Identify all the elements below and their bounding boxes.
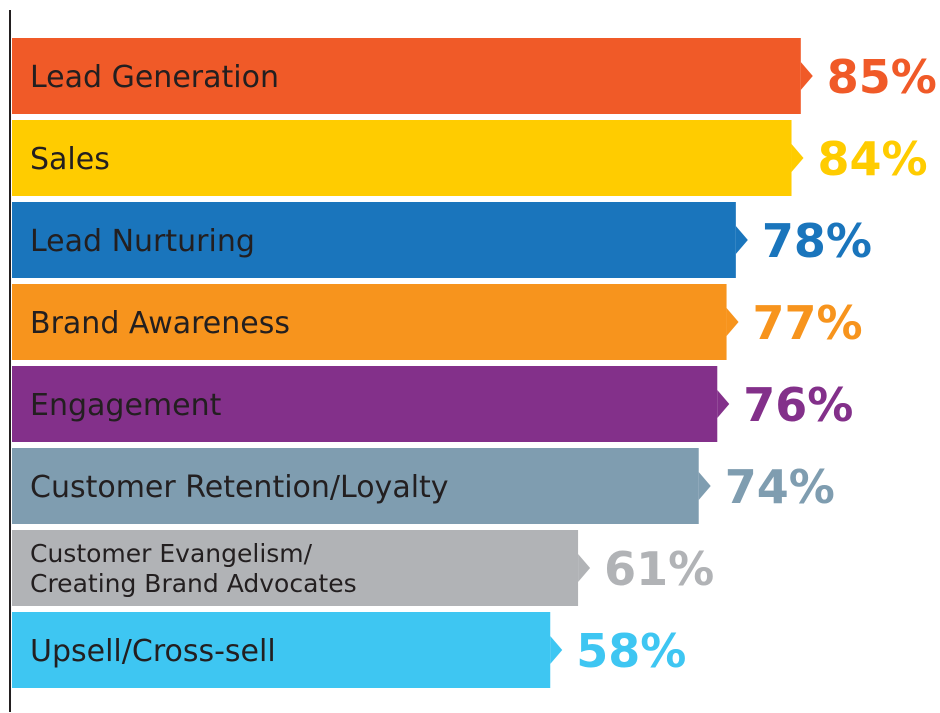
category-label-line: Sales <box>30 142 110 177</box>
category-label-line: Upsell/Cross-sell <box>30 634 276 669</box>
bar-arrow-tip <box>800 62 813 90</box>
bar <box>12 612 551 688</box>
bars-group: Lead Generation 85% Sales 84% Lead Nurturing… <box>12 38 937 688</box>
category-label: Brand Awareness <box>30 306 290 341</box>
bar <box>12 38 801 114</box>
bar-arrow-tip <box>578 554 591 582</box>
value-label: 74% <box>725 460 835 514</box>
value-label: 85% <box>827 50 937 104</box>
bar <box>12 448 699 524</box>
bar-arrow-tip <box>550 636 563 664</box>
bar <box>12 530 579 606</box>
category-label-line: Creating Brand Advocates <box>30 569 357 598</box>
category-label: Customer Evangelism/Creating Brand Advoc… <box>30 539 357 598</box>
category-label: Upsell/Cross-sell <box>30 634 276 669</box>
category-label-line: Lead Generation <box>30 60 279 95</box>
category-label: Lead Nurturing <box>30 224 255 259</box>
bar <box>12 202 736 278</box>
value-label: 78% <box>762 214 872 268</box>
category-label-line: Customer Retention/Loyalty <box>30 470 449 505</box>
bar <box>12 284 727 360</box>
bar <box>12 366 718 442</box>
category-label: Customer Retention/Loyalty <box>30 470 449 505</box>
bar-arrow-tip <box>735 226 748 254</box>
category-label: Lead Generation <box>30 60 279 95</box>
category-label: Engagement <box>30 388 222 423</box>
bar-arrow-tip <box>717 390 730 418</box>
value-label: 61% <box>604 542 714 596</box>
bar-arrow-tip <box>726 308 739 336</box>
category-label-line: Brand Awareness <box>30 306 290 341</box>
category-label-line: Lead Nurturing <box>30 224 255 259</box>
value-label: 58% <box>576 624 686 678</box>
value-label: 76% <box>743 378 853 432</box>
bar-arrow-tip <box>698 472 711 500</box>
value-label: 84% <box>818 132 928 186</box>
category-label-line: Engagement <box>30 388 222 423</box>
bar <box>12 120 792 196</box>
value-label: 77% <box>753 296 863 350</box>
category-label-line: Customer Evangelism/ <box>30 539 313 568</box>
bar-arrow-tip <box>791 144 804 172</box>
category-label: Sales <box>30 142 110 177</box>
